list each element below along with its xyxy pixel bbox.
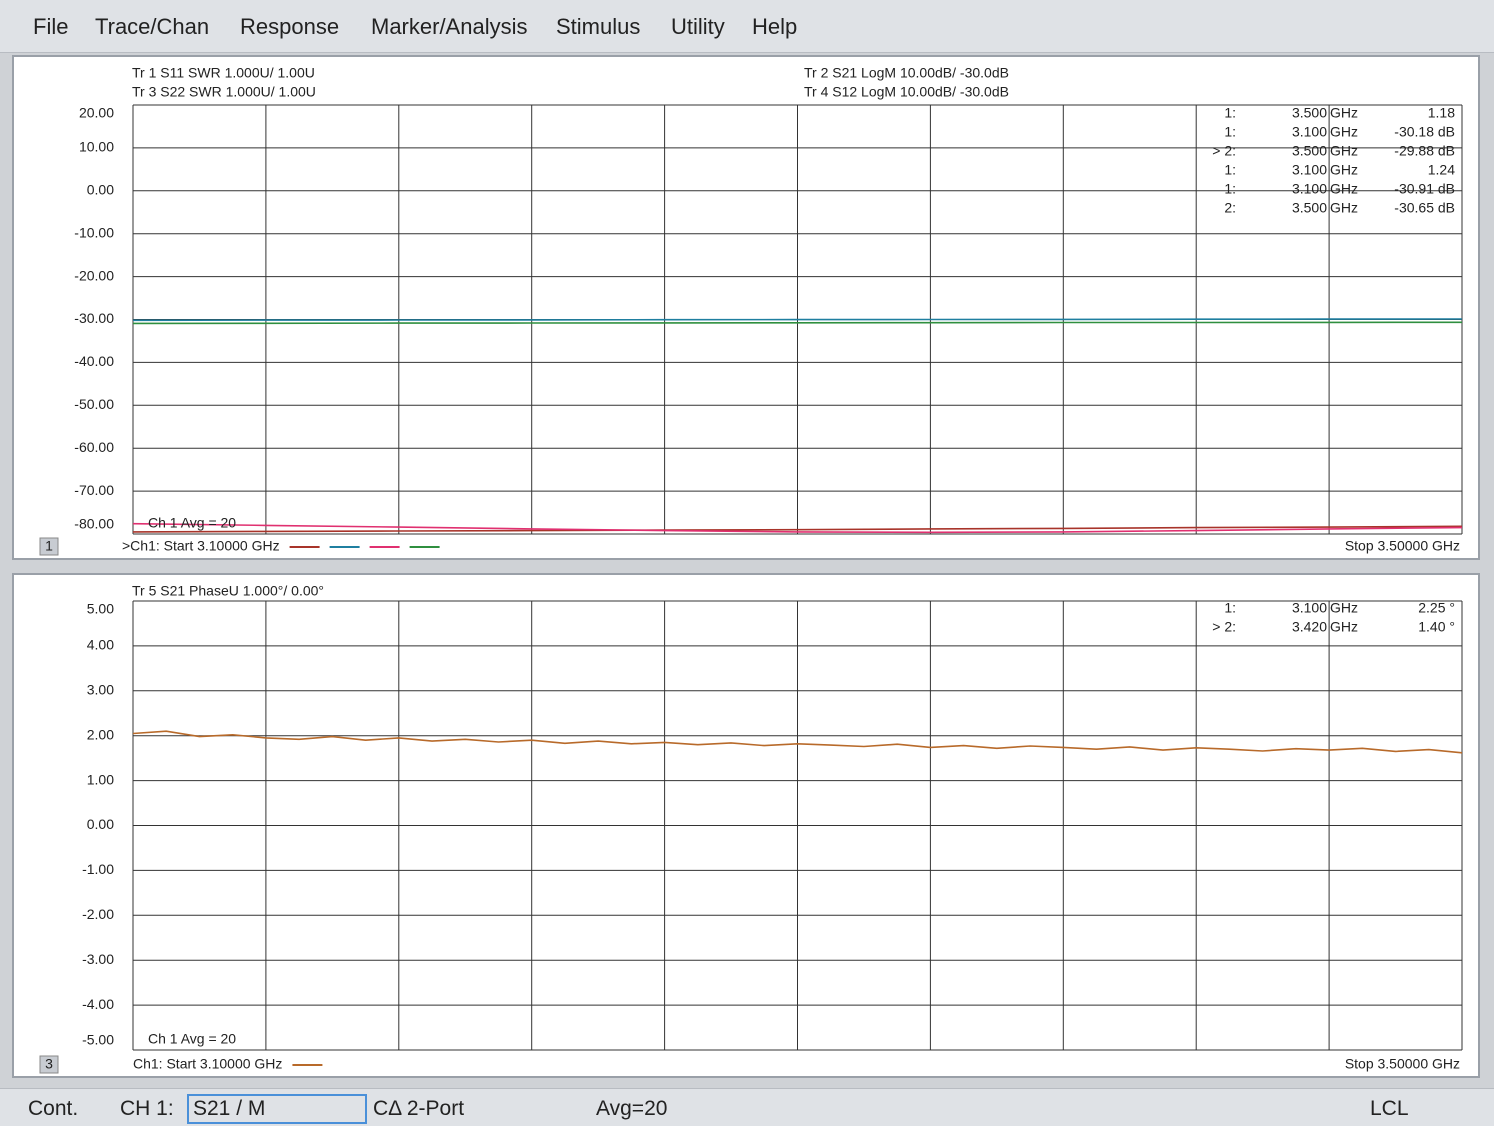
y-tick-label: 20.00	[79, 105, 114, 121]
y-tick-label: -10.00	[74, 224, 114, 240]
marker-unit: GHz	[1330, 600, 1358, 616]
marker-frequency: 3.100	[1292, 181, 1327, 197]
y-tick-label: 4.00	[87, 637, 114, 653]
channel: CH 1:	[120, 1097, 174, 1120]
marker-id: > 2:	[1212, 619, 1236, 635]
marker-value: 2.25 °	[1418, 600, 1455, 616]
marker-value: -30.65 dB	[1394, 200, 1455, 216]
averaging-label: Ch 1 Avg = 20	[148, 515, 236, 531]
marker-value: 1.18	[1428, 105, 1455, 121]
trace	[132, 525, 1463, 533]
y-tick-label: -20.00	[74, 267, 114, 283]
marker-unit: GHz	[1330, 105, 1358, 121]
menu-item[interactable]: Help	[752, 14, 798, 39]
marker-value: -30.18 dB	[1394, 124, 1455, 140]
marker-frequency: 3.500	[1292, 143, 1327, 159]
marker-unit: GHz	[1330, 162, 1358, 178]
start-label: Ch1: Start 3.10000 GHz	[133, 1056, 282, 1072]
marker-unit: GHz	[1330, 200, 1358, 216]
marker-value: -30.91 dB	[1394, 181, 1455, 197]
chart-window: 5.00 4.00 3.00 2.00 1.00 0.00 -1.00 -2.00 -3.00 -…	[12, 573, 1480, 1078]
marker-frequency: 3.100	[1292, 124, 1327, 140]
stop-label: Stop 3.50000 GHz	[1345, 1056, 1460, 1072]
marker-id: > 2:	[1212, 143, 1236, 159]
marker-value: 1.40 °	[1418, 619, 1455, 635]
y-tick-label: -80.00	[74, 516, 114, 532]
y-tick-label: -2.00	[82, 906, 114, 922]
marker-unit: GHz	[1330, 181, 1358, 197]
trace	[132, 730, 1463, 754]
trace-label: Tr 1 S11 SWR 1.000U/ 1.00U	[132, 65, 315, 81]
menu-item[interactable]: File	[33, 14, 69, 39]
menu-item[interactable]: Stimulus	[556, 14, 641, 39]
y-tick-label: -70.00	[74, 482, 114, 498]
trace-label: Tr 5 S21 PhaseU 1.000°/ 0.00°	[132, 583, 324, 599]
trace-label: Tr 2 S21 LogM 10.00dB/ -30.0dB	[804, 65, 1009, 81]
trace-label: Tr 3 S22 SWR 1.000U/ 1.00U	[132, 84, 316, 100]
y-tick-label: 2.00	[87, 726, 114, 742]
marker-frequency: 3.100	[1292, 162, 1327, 178]
window-number: 1	[45, 538, 53, 554]
menu-item[interactable]: Utility	[671, 14, 725, 39]
trace	[132, 318, 1463, 322]
y-tick-label: -1.00	[82, 861, 114, 877]
y-tick-label: 1.00	[87, 771, 114, 787]
remote-state: LCL	[1370, 1097, 1409, 1120]
marker-id: 1:	[1224, 124, 1236, 140]
y-tick-label: 10.00	[79, 139, 114, 155]
window-number-box	[39, 537, 59, 556]
marker-id: 1:	[1224, 105, 1236, 121]
marker-unit: GHz	[1330, 619, 1358, 635]
menu-item[interactable]: Response	[240, 14, 340, 39]
marker-id: 1:	[1224, 162, 1236, 178]
marker-value: -29.88 dB	[1394, 143, 1455, 159]
y-tick-label: -5.00	[82, 1032, 114, 1048]
y-tick-label: -50.00	[74, 396, 114, 412]
y-tick-label: -40.00	[74, 353, 114, 369]
menu-item[interactable]: Marker/Analysis	[371, 14, 528, 39]
status-bar: Cont. CH 1: S21 / M CΔ 2-Port Avg=20 LCL	[0, 1088, 1494, 1126]
start-label: >Ch1: Start 3.10000 GHz	[122, 538, 280, 554]
marker-frequency: 3.100	[1292, 600, 1327, 616]
window-number-box	[39, 1055, 59, 1074]
marker-frequency: 3.500	[1292, 200, 1327, 216]
y-tick-label: 3.00	[87, 682, 114, 698]
y-tick-label: 0.00	[87, 816, 114, 832]
y-tick-label: 0.00	[87, 182, 114, 198]
y-tick-label: -3.00	[82, 951, 114, 967]
marker-value: 1.24	[1428, 162, 1455, 178]
active-measurement[interactable]: S21 / M	[187, 1094, 367, 1124]
marker-unit: GHz	[1330, 143, 1358, 159]
marker-id: 1:	[1224, 600, 1236, 616]
marker-unit: GHz	[1330, 124, 1358, 140]
menu-bar: File Trace/Chan Response Marker/Analysis…	[0, 0, 1494, 53]
marker-id: 2:	[1224, 200, 1236, 216]
stop-label: Stop 3.50000 GHz	[1345, 538, 1460, 554]
averaging-label: Ch 1 Avg = 20	[148, 1031, 236, 1047]
sweep-mode[interactable]: Cont.	[28, 1097, 79, 1120]
calibration: CΔ 2-Port	[373, 1097, 465, 1120]
window-number: 3	[45, 1056, 53, 1072]
averaging: Avg=20	[596, 1097, 668, 1120]
trace	[132, 321, 1463, 325]
marker-id: 1:	[1224, 181, 1236, 197]
y-tick-label: 5.00	[87, 601, 114, 617]
marker-frequency: 3.420	[1292, 619, 1327, 635]
chart-window: 20.00 10.00 0.00 -10.00 -20.00 -30.00 -40.00 -5…	[12, 55, 1480, 560]
trace	[132, 522, 1463, 534]
marker-frequency: 3.500	[1292, 105, 1327, 121]
y-tick-label: -4.00	[82, 996, 114, 1012]
menu-item[interactable]: Trace/Chan	[95, 14, 210, 39]
y-tick-label: -60.00	[74, 439, 114, 455]
y-tick-label: -30.00	[74, 310, 114, 326]
trace-label: Tr 4 S12 LogM 10.00dB/ -30.0dB	[804, 84, 1009, 100]
